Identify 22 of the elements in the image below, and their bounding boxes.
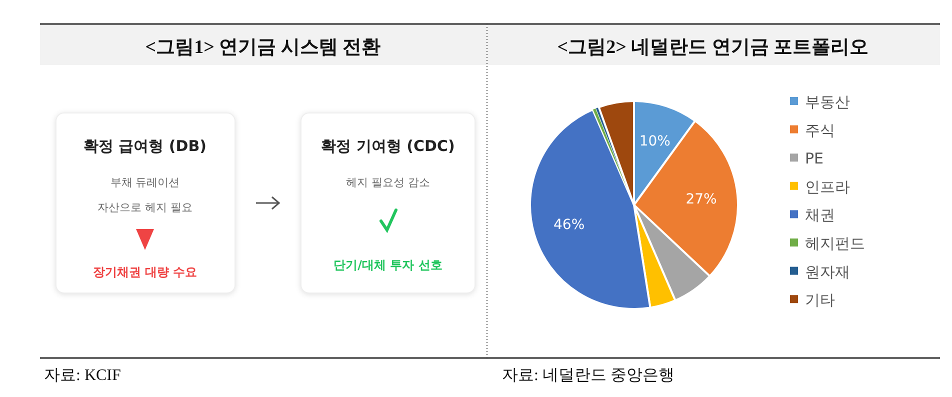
legend-label: 부동산 [805, 93, 850, 111]
legend-label: 기타 [805, 291, 835, 310]
legend-label: 인프라 [805, 178, 850, 196]
legend-label: 주식 [805, 121, 835, 140]
data-label: 27% [686, 192, 717, 208]
data-label: 10% [639, 134, 670, 150]
text: 확정 급여형 (DB) [83, 137, 207, 155]
text: 자료: 네덜란드 중앙은행 [502, 367, 674, 384]
legend-label: PE [805, 150, 824, 168]
text: 단기/대체 투자 선호 [334, 258, 442, 272]
text: 확정 기여형 (CDC) [321, 137, 455, 155]
legend-label: 원자재 [805, 262, 850, 281]
text: 자료: KCIF [44, 367, 121, 384]
text: 헤지 필요성 감소 [346, 176, 430, 189]
chart-title: <그림2> 네덜란드 연기금 포트폴리오 [557, 37, 869, 58]
text: 부채 듀레이션 [110, 176, 180, 189]
legend-label: 채권 [805, 206, 835, 224]
text: 장기채권 대량 수요 [92, 265, 198, 279]
text: <그림1> 연기금 시스템 전환 [145, 37, 381, 58]
legend-label: 헤지펀드 [805, 234, 865, 252]
text: 자산으로 헤지 필요 [98, 201, 192, 214]
data-label: 46% [554, 216, 585, 233]
